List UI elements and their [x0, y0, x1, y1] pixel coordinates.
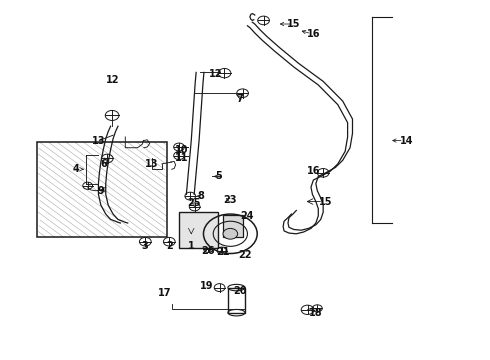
- Text: 2: 2: [166, 241, 172, 251]
- Text: 15: 15: [287, 19, 300, 29]
- Text: 4: 4: [73, 164, 80, 174]
- Text: 21: 21: [216, 247, 230, 257]
- Text: 9: 9: [98, 186, 104, 196]
- Bar: [223, 215, 243, 237]
- Text: 17: 17: [158, 288, 171, 298]
- Text: 23: 23: [223, 195, 237, 205]
- Text: 3: 3: [142, 241, 148, 251]
- Text: 25: 25: [187, 198, 200, 208]
- Bar: [228, 288, 245, 313]
- Text: 24: 24: [241, 211, 254, 221]
- Bar: [179, 212, 218, 248]
- Text: 5: 5: [215, 171, 221, 181]
- Text: 7: 7: [237, 94, 244, 104]
- Text: 13: 13: [92, 136, 105, 145]
- Bar: [37, 142, 167, 237]
- Text: 10: 10: [175, 144, 188, 154]
- Text: 14: 14: [399, 136, 413, 145]
- Text: 16: 16: [307, 166, 320, 176]
- Text: 8: 8: [197, 191, 204, 201]
- Text: 22: 22: [238, 250, 252, 260]
- Text: 13: 13: [146, 159, 159, 169]
- Text: 20: 20: [233, 286, 247, 296]
- Text: 16: 16: [307, 29, 320, 39]
- Text: 19: 19: [200, 281, 214, 291]
- Text: 12: 12: [106, 75, 120, 85]
- Text: 11: 11: [175, 153, 188, 163]
- Text: 1: 1: [188, 241, 195, 251]
- Text: 26: 26: [201, 246, 215, 256]
- Text: 15: 15: [319, 197, 332, 207]
- Circle shape: [223, 228, 238, 239]
- Text: 6: 6: [100, 159, 107, 169]
- Text: 18: 18: [309, 308, 322, 318]
- Text: 12: 12: [209, 69, 222, 79]
